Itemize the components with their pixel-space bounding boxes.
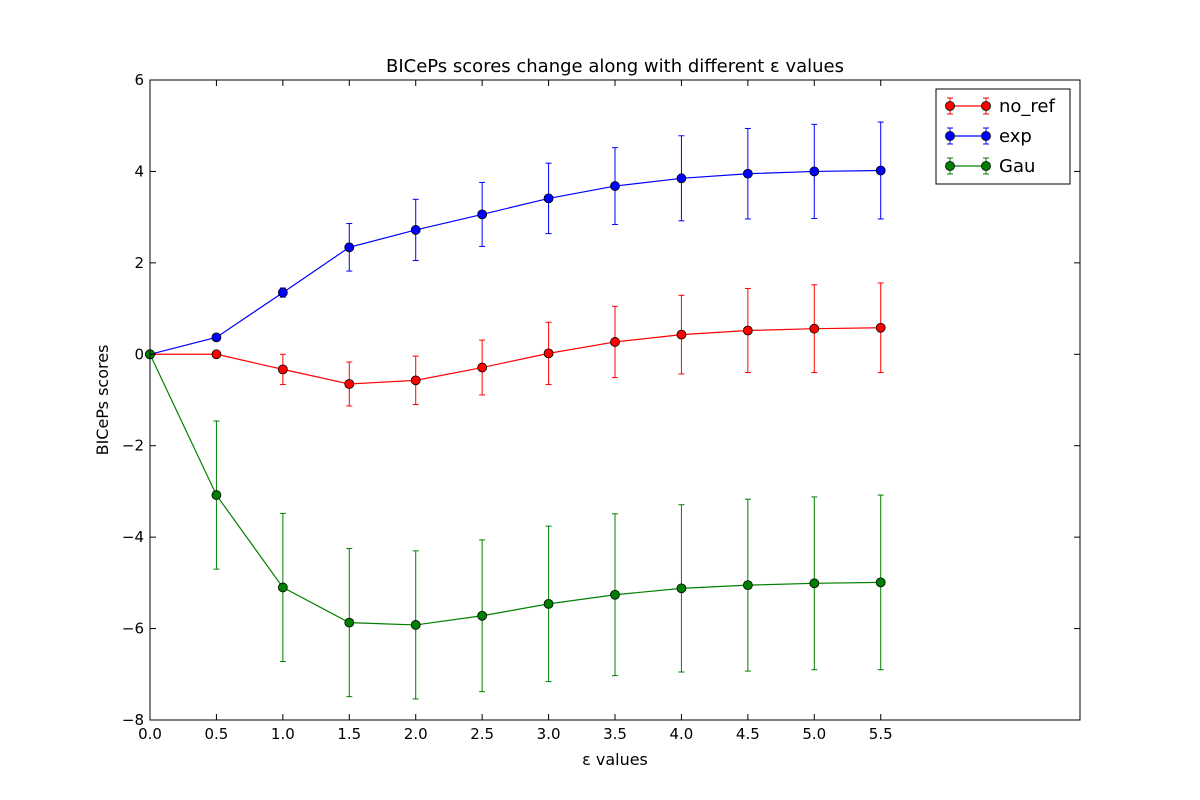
- data-point: [610, 337, 620, 347]
- data-point: [211, 490, 222, 500]
- data-point: [676, 329, 687, 340]
- legend-marker: [945, 161, 955, 171]
- data-point: [742, 580, 753, 591]
- data-point: [610, 181, 620, 191]
- data-point: [875, 322, 886, 333]
- data-point: [410, 225, 421, 235]
- x-tick-label: 5.5: [869, 725, 893, 743]
- x-tick-label: 4.5: [736, 725, 760, 743]
- y-tick-label: 4: [134, 162, 144, 180]
- x-tick-label: 4.0: [669, 725, 693, 743]
- x-tick-label: 3.0: [537, 725, 561, 743]
- series-Gau: [145, 349, 886, 700]
- legend-entry: Gau: [945, 156, 1035, 177]
- legend-marker: [981, 131, 991, 141]
- data-point: [742, 325, 753, 336]
- data-point: [676, 583, 687, 594]
- series-line: [149, 354, 881, 626]
- x-axis-title: ε values: [582, 750, 648, 769]
- data-point: [809, 323, 820, 334]
- data-point: [543, 193, 554, 204]
- data-point: [344, 617, 355, 628]
- series-no_ref: [145, 282, 886, 407]
- data-point: [344, 379, 355, 389]
- data-point: [211, 332, 222, 343]
- data-point: [610, 589, 620, 600]
- x-tick-label: 5.0: [802, 725, 826, 743]
- y-tick-label: −2: [122, 437, 144, 455]
- data-point: [344, 242, 355, 253]
- legend-entry: no_ref: [945, 96, 1056, 117]
- plot-area: [145, 121, 886, 700]
- data-point: [809, 166, 820, 177]
- data-point: [410, 620, 421, 630]
- data-point: [875, 577, 886, 588]
- y-tick-label: −8: [122, 711, 144, 729]
- legend-marker: [981, 101, 991, 111]
- data-point: [277, 364, 288, 375]
- y-tick-label: −6: [122, 620, 144, 638]
- x-tick-label: 3.5: [603, 725, 627, 743]
- legend-label: Gau: [999, 156, 1035, 177]
- data-point: [543, 348, 554, 359]
- data-point: [477, 362, 488, 373]
- x-tick-label: 0.5: [204, 725, 228, 743]
- data-point: [676, 173, 687, 184]
- legend-label: exp: [999, 126, 1032, 147]
- data-point: [477, 610, 488, 621]
- data-point: [410, 375, 421, 386]
- data-point: [875, 165, 886, 176]
- legend-entry: exp: [945, 126, 1032, 147]
- data-point: [211, 349, 222, 360]
- data-point: [277, 582, 288, 593]
- x-tick-label: 2.0: [404, 725, 428, 743]
- y-tick-label: −4: [122, 528, 144, 546]
- data-point: [742, 168, 753, 179]
- x-tick-label: 2.5: [470, 725, 494, 743]
- data-point: [477, 209, 488, 220]
- y-tick-label: 2: [134, 254, 144, 272]
- x-tick-label: 1.0: [271, 725, 295, 743]
- legend-label: no_ref: [999, 96, 1056, 117]
- y-tick-label: 0: [134, 345, 144, 363]
- y-tick-label: 6: [134, 71, 144, 89]
- x-tick-label: 1.5: [337, 725, 361, 743]
- series-exp: [145, 121, 886, 360]
- data-point: [809, 578, 820, 589]
- axis-ticks: 0.0 0.5 1.0 1.5 2.0 2.5 3.0 3.5 4.0 4.5 5.0 5.5 −8 −6…: [122, 71, 1080, 743]
- x-tick-label: 0.0: [138, 725, 162, 743]
- data-point: [543, 598, 554, 609]
- series-line: [150, 327, 881, 385]
- series-line: [149, 169, 881, 355]
- chart-title: BICePs scores change along with differen…: [386, 56, 844, 77]
- legend-marker: [945, 131, 955, 141]
- legend-marker: [981, 161, 991, 171]
- data-point: [277, 287, 288, 298]
- y-axis-title: BICePs scores: [93, 345, 112, 456]
- legend-marker: [945, 101, 955, 111]
